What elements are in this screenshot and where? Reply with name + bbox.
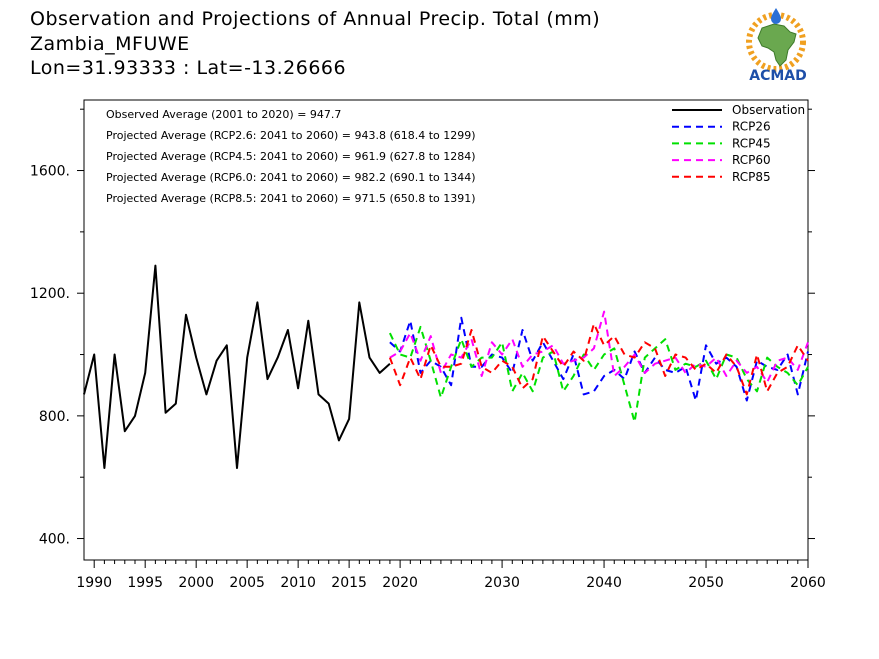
data-series — [83, 264, 809, 469]
series-line-rcp60 — [389, 310, 809, 384]
stat-observed-average: Observed Average (2001 to 2020) = 947.7 — [106, 108, 342, 121]
series-line-observation — [83, 264, 391, 469]
x-tick-label: 2040 — [586, 575, 622, 591]
stat-rcp45-average: Projected Average (RCP4.5: 2041 to 2060)… — [106, 150, 476, 163]
station-name: Zambia_MFUWE — [30, 33, 190, 55]
stat-rcp60-average: Projected Average (RCP6.0: 2041 to 2060)… — [106, 171, 476, 184]
x-tick-label: 2010 — [280, 575, 316, 591]
x-tick-label: 2000 — [178, 575, 214, 591]
acmad-logo: ACMAD — [746, 8, 807, 84]
legend-label-rcp85: RCP85 — [732, 170, 771, 184]
legend-label-rcp26: RCP26 — [732, 120, 771, 134]
plot-frame — [83, 99, 809, 561]
africa-map-icon — [757, 23, 797, 67]
stat-rcp26-average: Projected Average (RCP2.6: 2041 to 2060)… — [106, 129, 476, 142]
stat-rcp85-average: Projected Average (RCP8.5: 2041 to 2060)… — [106, 192, 476, 205]
axis-ticks: 1990 1995 2000 2005 2010 2015 2020 2030 2040 2050… — [30, 108, 826, 591]
legend-label-observation: Observation — [732, 103, 805, 117]
x-tick-label: 1995 — [127, 575, 163, 591]
x-tick-label: 2030 — [484, 575, 520, 591]
x-tick-label: 2015 — [331, 575, 367, 591]
legend: Observation RCP26 RCP45 RCP60 RCP85 — [672, 103, 805, 184]
y-tick-label: 1600. — [30, 164, 70, 180]
legend-label-rcp60: RCP60 — [732, 153, 771, 167]
series-line-rcp85 — [388, 322, 809, 396]
x-tick-label: 2020 — [382, 575, 418, 591]
series-line-rcp26 — [389, 316, 809, 402]
x-tick-label: 2060 — [790, 575, 826, 591]
legend-label-rcp45: RCP45 — [732, 136, 771, 150]
x-tick-label: 1990 — [76, 575, 112, 591]
chart-title: Observation and Projections of Annual Pr… — [30, 8, 601, 30]
x-tick-label: 2005 — [229, 575, 265, 591]
plot-axes — [83, 99, 809, 561]
acmad-logo-text: ACMAD — [749, 68, 807, 84]
y-tick-label: 800. — [39, 409, 70, 425]
y-tick-label: 400. — [39, 532, 70, 548]
x-tick-label: 2050 — [688, 575, 724, 591]
water-drop-icon — [771, 8, 781, 24]
y-tick-label: 1200. — [30, 286, 70, 302]
location-coordinates: Lon=31.93333 : Lat=-13.26666 — [30, 57, 347, 79]
